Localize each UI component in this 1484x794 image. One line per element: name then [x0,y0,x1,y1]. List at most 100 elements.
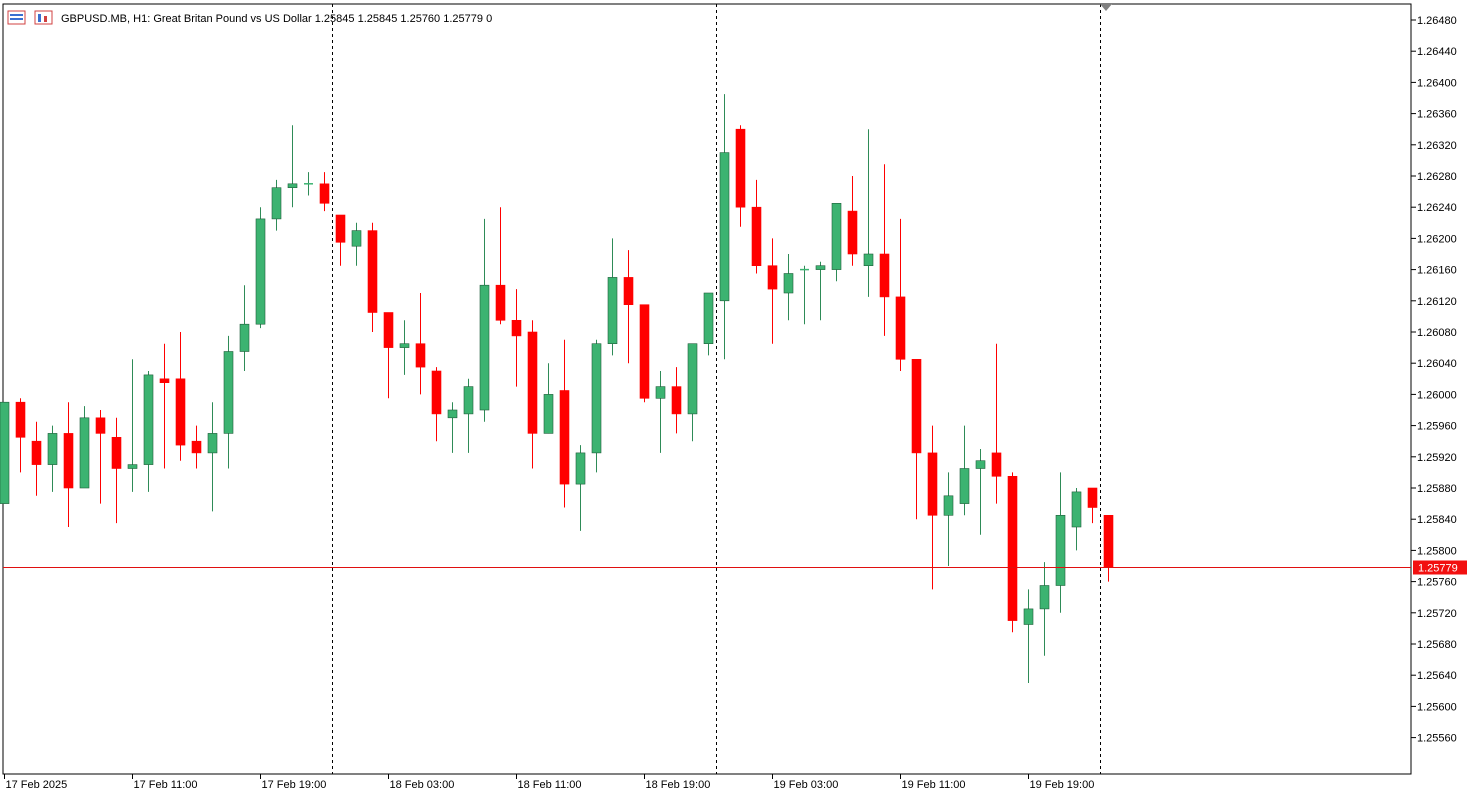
y-tick-label: 1.26360 [1417,109,1457,121]
candle-body [47,433,58,465]
x-tick-label: 17 Feb 2025 [6,779,68,791]
y-tick-label: 1.25560 [1417,733,1457,745]
candle-5 [79,406,90,489]
candle-body [447,409,458,419]
candle-15 [239,285,250,371]
candle-10 [159,343,170,469]
candle-body [943,495,954,516]
candle-33 [527,320,538,469]
candle-58 [927,425,938,590]
candle-body [895,296,906,360]
symbol-list-icon[interactable] [7,10,26,25]
candle-17 [271,179,282,231]
candle-body [1103,514,1114,568]
candle-39 [623,250,634,364]
candle-body [767,265,778,290]
chart-window-icon[interactable] [34,10,53,25]
y-tick-label: 1.25600 [1417,701,1457,713]
candle-body [991,452,1002,477]
candle-69 [1103,514,1114,582]
candle-36 [575,445,586,531]
chart-shift-marker[interactable] [1100,4,1112,11]
candle-body [95,417,106,434]
candle-43 [687,343,698,442]
candle-body [1007,475,1018,621]
candle-body [351,230,362,247]
candle-7 [111,417,122,524]
candle-body [1039,585,1050,610]
y-tick-label: 1.26160 [1417,265,1457,277]
candle-body [111,436,122,469]
candle-16 [255,207,266,329]
candle-body [207,433,218,454]
candle-body [143,374,154,465]
candle-41 [655,371,666,453]
candle-body [271,187,282,220]
header-volume: 0 [486,13,492,25]
header-timeframe: H1 [133,13,147,25]
candle-45 [719,94,730,360]
candle-42 [671,367,682,434]
candle-26 [415,293,426,395]
y-tick-label: 1.26240 [1417,202,1457,214]
candle-body [127,464,138,469]
header-description: Great Britan Pound vs US Dollar [153,13,312,25]
candle-body [1055,514,1066,586]
candle-body [879,253,890,298]
x-tick-label: 19 Feb 19:00 [1030,779,1095,791]
plot-area[interactable] [2,3,1412,775]
current-price-tag: 1.25779 [1413,560,1467,575]
candle-body [911,358,922,454]
y-tick-label: 1.26440 [1417,46,1457,58]
candle-body [431,370,442,415]
candle-body [463,386,474,415]
candle-body [975,460,986,469]
candle-body [639,304,650,399]
candle-body [783,273,794,294]
candle-37 [591,339,602,473]
candle-11 [175,332,186,461]
candle-body [863,253,874,266]
candle-body [319,183,330,204]
price-axis[interactable]: 1.26480 1.26440 1.26400 1.26360 1.26320 1.262… [1411,15,1457,745]
candle-0 [0,401,10,504]
y-tick-label: 1.25920 [1417,452,1457,464]
candle-52 [831,203,842,282]
price-tag-bg [1413,560,1467,575]
candle-31 [495,207,506,325]
y-tick-label: 1.26320 [1417,140,1457,152]
y-tick-label: 1.26040 [1417,358,1457,370]
x-tick-label: 17 Feb 19:00 [262,779,327,791]
svg-text:GBPUSD.MB, H1: Great Britan P: GBPUSD.MB, H1: Great Britan Pound vs US … [61,13,492,25]
y-tick-label: 1.26000 [1417,389,1457,401]
candle-62 [991,343,1002,504]
candle-body [383,312,394,348]
header-open: 1.25845 [315,13,355,25]
candle-23 [367,222,378,332]
candle-body [255,218,266,325]
candle-body [543,394,554,434]
time-axis[interactable]: 17 Feb 2025 17 Feb 11:00 17 Feb 19:00 18 Fe… [4,774,1095,791]
candle-body [847,210,858,255]
candle-60 [959,425,970,516]
candle-body [671,386,682,415]
price-tag-text: 1.25779 [1418,563,1458,575]
candle-body [751,206,762,266]
candle-body [175,378,186,446]
candle-38 [607,238,618,356]
candle-body [719,152,730,302]
header-close: 1.25779 [443,13,483,25]
x-tick-label: 18 Feb 11:00 [518,779,582,791]
candle-body [223,351,234,434]
candle-54 [863,129,874,297]
candle-body [479,284,490,411]
candle-body [655,386,666,399]
candle-6 [95,410,106,504]
candle-3 [47,425,58,492]
candle-body [79,417,90,489]
x-tick-label: 18 Feb 03:00 [390,779,455,791]
candle-59 [943,472,954,566]
candle-4 [63,402,74,527]
candle-body [63,433,74,489]
